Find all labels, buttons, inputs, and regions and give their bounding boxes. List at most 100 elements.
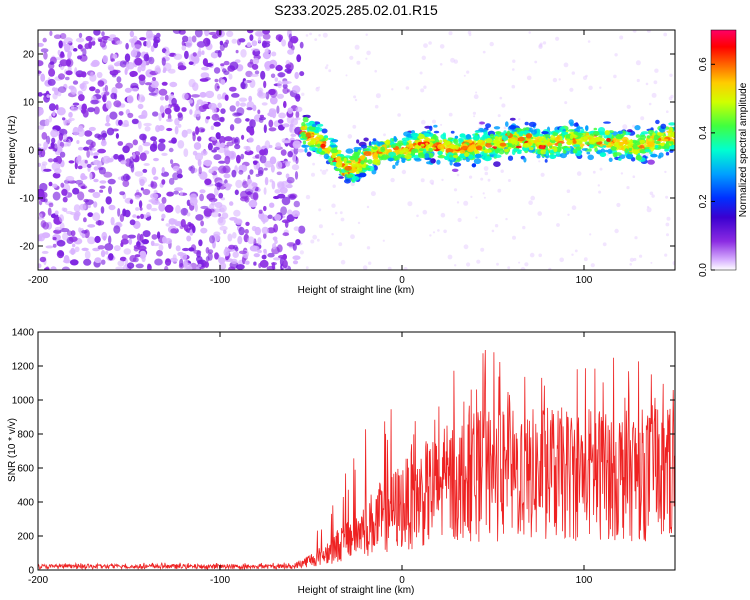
- faint-dot: [669, 73, 673, 78]
- faint-dot: [305, 266, 309, 270]
- faint-dot: [484, 171, 489, 176]
- noise-blob: [232, 232, 237, 239]
- noise-blob: [77, 55, 82, 60]
- signal-blob: [506, 130, 511, 137]
- signal-blob: [538, 136, 547, 142]
- signal-blob: [624, 148, 629, 154]
- signal-blob: [311, 123, 317, 128]
- noise-blob: [139, 207, 143, 211]
- noise-blob: [129, 199, 134, 205]
- signal-blob: [420, 143, 425, 147]
- signal-blob: [557, 142, 562, 147]
- signal-blob: [302, 144, 309, 148]
- signal-blob: [356, 139, 360, 144]
- noise-blob: [124, 209, 131, 218]
- noise-blob: [40, 220, 47, 228]
- noise-blob: [90, 61, 99, 68]
- noise-blob: [125, 142, 134, 149]
- signal-blob: [432, 134, 437, 140]
- noise-blob: [74, 246, 80, 253]
- noise-blob: [205, 256, 210, 262]
- signal-blob: [575, 139, 583, 145]
- noise-blob: [39, 213, 43, 218]
- faint-dot: [530, 195, 535, 201]
- signal-blob: [668, 122, 675, 126]
- noise-blob: [47, 78, 56, 86]
- noise-blob: [62, 232, 69, 241]
- signal-blob: [474, 130, 481, 133]
- signal-blob: [329, 144, 338, 148]
- noise-blob: [196, 260, 204, 264]
- signal-blob: [493, 161, 501, 168]
- faint-dot: [309, 32, 312, 36]
- faint-dot: [365, 57, 368, 60]
- noise-blob: [41, 161, 48, 166]
- noise-blob: [72, 48, 78, 52]
- noise-blob: [194, 203, 198, 213]
- noise-blob: [271, 51, 277, 57]
- noise-blob: [157, 142, 166, 152]
- y-tick-label: 10: [23, 98, 35, 109]
- signal-blob: [610, 146, 617, 151]
- noise-blob: [253, 261, 257, 266]
- signal-blob: [344, 165, 353, 171]
- noise-blob: [234, 117, 242, 124]
- faint-dot: [526, 75, 532, 81]
- noise-blob: [183, 148, 189, 158]
- faint-dot: [505, 217, 508, 221]
- noise-blob: [197, 136, 202, 142]
- signal-blob: [544, 139, 550, 144]
- signal-blob: [372, 138, 377, 142]
- noise-blob: [88, 41, 92, 49]
- noise-blob: [87, 107, 95, 113]
- faint-dot: [648, 102, 652, 106]
- noise-blob: [286, 214, 295, 222]
- faint-dot: [665, 222, 670, 227]
- faint-dot: [324, 66, 328, 70]
- signal-blob: [633, 149, 639, 155]
- noise-blob: [89, 172, 93, 180]
- signal-blob: [626, 153, 634, 160]
- noise-blob: [116, 76, 122, 83]
- noise-blob: [64, 43, 71, 53]
- signal-blob: [536, 128, 541, 135]
- noise-blob: [145, 212, 151, 217]
- faint-dot: [574, 249, 578, 253]
- noise-blob: [178, 192, 188, 196]
- signal-blob: [518, 136, 525, 142]
- faint-dot: [431, 182, 434, 186]
- noise-blob: [200, 72, 210, 79]
- noise-blob: [231, 93, 240, 98]
- noise-blob: [109, 111, 118, 120]
- noise-blob: [43, 168, 52, 172]
- noise-blob: [292, 255, 301, 260]
- noise-blob: [164, 258, 172, 266]
- noise-blob: [206, 116, 211, 120]
- noise-blob: [116, 40, 123, 45]
- faint-dot: [529, 252, 535, 258]
- faint-dot: [522, 225, 526, 230]
- signal-blob: [444, 140, 451, 146]
- signal-blob: [566, 140, 573, 146]
- faint-dot: [423, 43, 428, 48]
- signal-blob: [453, 138, 459, 145]
- noise-blob: [247, 181, 257, 191]
- signal-blob: [512, 129, 517, 132]
- signal-blob: [508, 146, 512, 150]
- noise-blob: [123, 248, 132, 255]
- noise-blob: [62, 196, 68, 203]
- faint-dot: [672, 260, 675, 266]
- noise-blob: [117, 260, 125, 267]
- signal-blob: [572, 140, 577, 144]
- noise-blob: [104, 243, 114, 251]
- noise-blob: [63, 133, 68, 141]
- noise-blob: [136, 215, 140, 219]
- faint-dot: [443, 229, 447, 234]
- noise-blob: [125, 62, 130, 72]
- noise-blob: [224, 136, 233, 142]
- signal-blob: [549, 154, 557, 160]
- noise-blob: [251, 48, 260, 52]
- noise-blob: [39, 182, 48, 192]
- noise-blob: [72, 187, 80, 195]
- signal-blob: [559, 152, 568, 159]
